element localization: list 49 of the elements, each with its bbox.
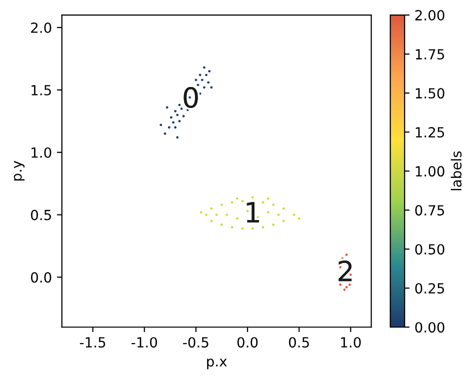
point — [180, 107, 183, 110]
point — [345, 286, 348, 288]
point — [343, 288, 346, 291]
x-tick-label: 1.0 — [341, 337, 361, 348]
color-bar-label: 0.25 — [415, 283, 444, 294]
point — [174, 110, 177, 112]
point — [176, 114, 179, 116]
annotation: 2 — [338, 260, 352, 282]
point — [282, 220, 285, 222]
x-tick-label: -0.5 — [183, 337, 208, 348]
point — [200, 78, 204, 82]
point — [178, 104, 181, 106]
y-tick-label: 0.0 — [30, 272, 52, 283]
y-tick-label: 2.0 — [31, 22, 52, 33]
x-tick-label: 0.0 — [237, 337, 258, 348]
point — [182, 114, 185, 118]
point — [178, 120, 181, 122]
point — [241, 227, 244, 230]
annotation: 1 — [246, 202, 259, 222]
color-bar-label: 1.75 — [416, 49, 444, 60]
color-bar-label: 1.25 — [416, 127, 444, 138]
annotation: 0 — [184, 86, 198, 108]
color-bar-label: 0.00 — [415, 322, 444, 333]
y-tick-label: 1.5 — [32, 85, 51, 96]
y-tick-label: 1.0 — [32, 147, 52, 158]
point — [160, 124, 162, 126]
x-tick-label: -1.0 — [132, 337, 158, 348]
x-axis-title: p.x — [207, 358, 227, 370]
point — [164, 132, 166, 135]
point — [241, 200, 244, 202]
color-bar-label: 0.75 — [415, 205, 444, 216]
y-axis-title: p.y — [14, 160, 25, 181]
point — [176, 136, 179, 139]
x-tick-label: -1.5 — [80, 337, 106, 348]
color-bar-label: 1.50 — [416, 88, 444, 99]
point — [207, 81, 210, 84]
point — [348, 283, 351, 286]
point — [266, 197, 270, 200]
color-bar-label: 0.50 — [415, 244, 444, 255]
color-bar-title: labels — [450, 151, 462, 190]
y-tick-label: 0.5 — [30, 210, 51, 220]
point — [168, 126, 170, 129]
color-bar-label: 1.00 — [416, 166, 444, 177]
color-bar-label: 2.00 — [415, 10, 444, 21]
point — [174, 126, 177, 129]
point — [282, 207, 285, 210]
x-tick-label: 0.5 — [288, 337, 309, 348]
point — [339, 283, 342, 286]
point — [166, 106, 168, 109]
